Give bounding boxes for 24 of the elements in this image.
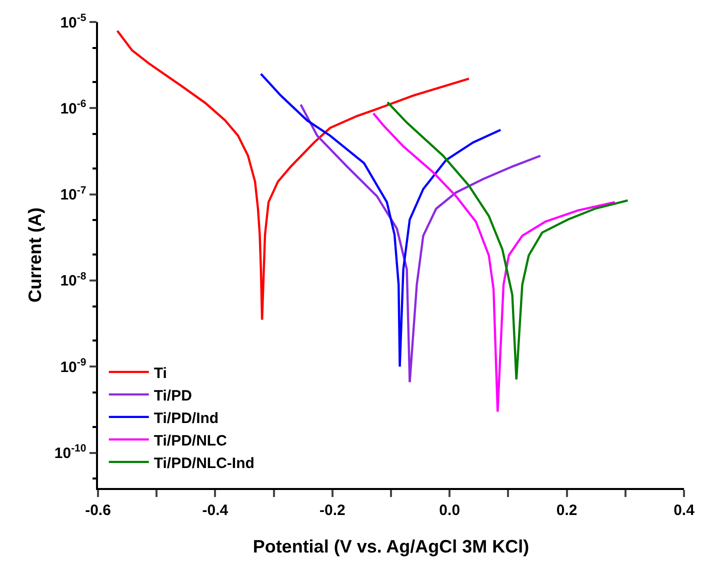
y-tick-label: 10$^{-10}$: [54, 442, 86, 462]
x-tick-label: -0.6: [85, 502, 111, 519]
x-tick-label: 0.4: [674, 502, 696, 519]
y-axis-title: Current (A): [25, 208, 46, 302]
line-series: [372, 112, 616, 413]
legend-label: Ti/PD/NLC-Ind: [154, 454, 254, 472]
line-series: [116, 30, 470, 321]
legend-label: Ti/PD/NLC: [154, 432, 228, 450]
x-tick-label: 0.0: [439, 502, 460, 519]
y-tick-label: 10$^{-6}$: [60, 98, 86, 118]
line-series: [260, 72, 502, 368]
y-tick-label: 10$^{-5}$: [60, 12, 86, 32]
y-tick-label: 10$^{-9}$: [60, 356, 86, 376]
y-tick-label: 10$^{-7}$: [60, 184, 86, 204]
x-tick-label: 0.2: [556, 502, 578, 519]
x-tick-label: -0.2: [319, 502, 346, 519]
x-tick-label: -0.4: [202, 502, 229, 519]
x-axis-title: Potential (V vs. Ag/AgCl 3M KCl): [252, 536, 530, 556]
line-series: [386, 101, 629, 381]
y-tick-label: 10$^{-8}$: [60, 270, 86, 290]
line-series: [300, 103, 542, 384]
legend-label: Ti: [154, 364, 167, 382]
legend-label: Ti/PD: [154, 387, 192, 404]
legend-label: Ti/PD/Ind: [154, 410, 219, 427]
